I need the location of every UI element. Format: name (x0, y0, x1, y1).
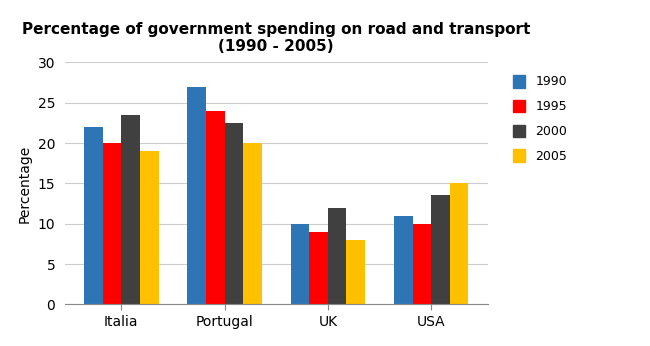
Bar (431, 195, 450, 304)
Bar (450, 183, 468, 304)
Bar (84, 127, 103, 304)
Bar (243, 143, 262, 304)
Y-axis label: Percentage: Percentage (18, 144, 32, 222)
Bar (328, 208, 346, 304)
Legend: 1990, 1995, 2000, 2005: 1990, 1995, 2000, 2005 (506, 69, 573, 169)
Bar (103, 143, 122, 304)
Bar (291, 224, 309, 304)
Bar (187, 86, 206, 304)
Title: Percentage of government spending on road and transport
(1990 - 2005): Percentage of government spending on roa… (22, 22, 530, 54)
Bar (309, 232, 328, 304)
Bar (346, 240, 365, 304)
Bar (140, 151, 159, 304)
Bar (206, 111, 225, 304)
Bar (225, 123, 243, 304)
Bar (122, 115, 140, 304)
Bar (394, 216, 413, 304)
Bar (413, 224, 431, 304)
